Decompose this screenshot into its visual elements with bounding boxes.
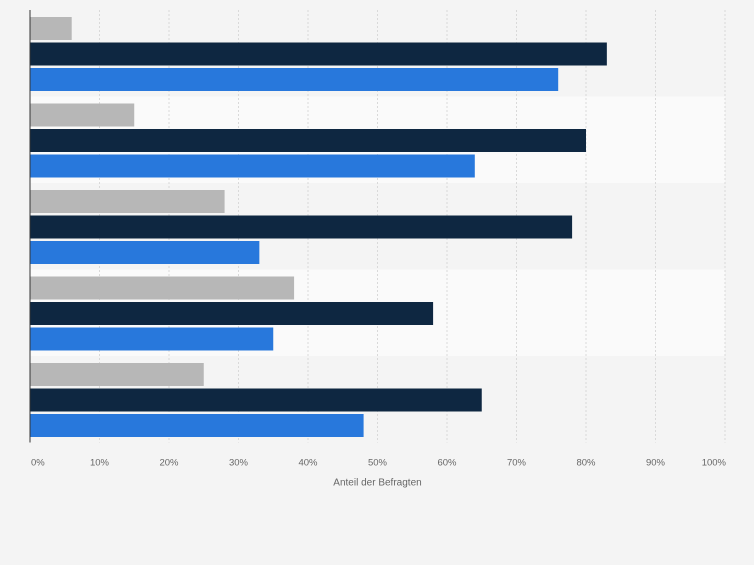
x-tick-labels: 0% 10% 20% 30% 40% 50% 60% 70% 80% 90% 100% xyxy=(31,458,727,469)
bar-series-2[interactable] xyxy=(30,388,482,412)
bar-series-2[interactable] xyxy=(30,42,607,66)
x-axis-label: Anteil der Befragten xyxy=(333,478,421,489)
bar-series-3[interactable] xyxy=(30,241,260,264)
x-tick-label: 60% xyxy=(437,458,457,469)
bar-series-2[interactable] xyxy=(30,215,573,239)
x-tick-label: 30% xyxy=(229,458,249,469)
bar-series-3[interactable] xyxy=(30,414,364,437)
x-tick-label: 40% xyxy=(298,458,318,469)
bar-series-1[interactable] xyxy=(30,103,135,127)
x-tick-label: 80% xyxy=(576,458,596,469)
x-tick-label: 10% xyxy=(90,458,110,469)
x-tick-label: 20% xyxy=(159,458,179,469)
bar-series-3[interactable] xyxy=(30,68,559,91)
bar-series-1[interactable] xyxy=(30,190,225,213)
x-tick-label: 100% xyxy=(702,458,727,469)
x-tick-label: 70% xyxy=(507,458,527,469)
bar-series-3[interactable] xyxy=(30,154,475,178)
x-tick-label: 0% xyxy=(31,458,45,469)
bar-series-1[interactable] xyxy=(30,363,204,386)
bar-series-2[interactable] xyxy=(30,129,586,152)
x-tick-label: 50% xyxy=(368,458,388,469)
bar-series-1[interactable] xyxy=(30,276,295,300)
bars xyxy=(30,17,607,437)
bar-series-3[interactable] xyxy=(30,327,274,351)
x-tick-label: 90% xyxy=(646,458,666,469)
bar-series-1[interactable] xyxy=(30,17,72,40)
bar-series-2[interactable] xyxy=(30,302,434,325)
